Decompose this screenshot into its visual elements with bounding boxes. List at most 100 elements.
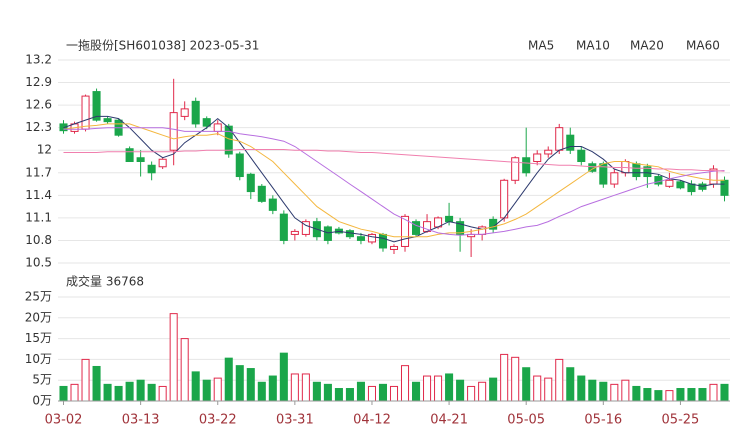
volume-bar xyxy=(676,388,685,402)
volume-bar xyxy=(400,365,410,402)
volume-bar xyxy=(566,367,575,402)
candle-body xyxy=(511,157,520,181)
candle-body xyxy=(654,176,663,185)
candle-body xyxy=(235,153,244,178)
y-tick-label: 10.5 xyxy=(25,256,52,270)
volume-bar xyxy=(621,379,630,402)
volume-bar xyxy=(224,357,233,402)
volume-bar xyxy=(301,373,310,402)
volume-bar xyxy=(588,379,597,402)
volume-bar xyxy=(687,388,696,402)
candle-body xyxy=(356,236,365,241)
volume-bar xyxy=(323,383,332,402)
x-tick-label: 03-02 xyxy=(45,413,83,428)
volume-bar xyxy=(136,379,145,402)
candle-body xyxy=(555,127,564,151)
y-tick-label: 15万 xyxy=(25,331,52,345)
candle-body xyxy=(643,166,652,178)
y-tick-label: 11.1 xyxy=(25,210,52,224)
volume-bar xyxy=(412,381,421,402)
candle-body xyxy=(445,215,454,223)
y-tick-label: 12.9 xyxy=(25,75,52,89)
candle-body xyxy=(478,226,487,235)
y-tick-label: 10万 xyxy=(25,352,52,366)
volume-bar xyxy=(632,385,641,402)
candle-body xyxy=(246,173,255,193)
volume-bar xyxy=(125,381,134,402)
candle-body xyxy=(158,158,167,168)
y-tick-label: 5万 xyxy=(32,373,52,387)
x-tick-label: 03-31 xyxy=(276,413,314,428)
volume-bar xyxy=(345,388,354,402)
volume-bar xyxy=(114,385,123,402)
candle-body xyxy=(720,179,729,196)
volume-bar xyxy=(456,379,465,402)
volume-bar xyxy=(59,385,68,402)
volume-bar xyxy=(378,383,388,402)
candle-body xyxy=(290,230,299,235)
candle-body xyxy=(103,118,112,123)
volume-bar xyxy=(389,385,399,402)
candle-body xyxy=(136,157,145,162)
legend-entry: MA20 xyxy=(630,39,664,53)
candle-body xyxy=(169,112,178,151)
candle-body xyxy=(378,233,388,249)
volume-bar xyxy=(577,375,586,402)
volume-bar xyxy=(334,388,343,402)
candle-body xyxy=(125,148,134,163)
candle-body xyxy=(367,233,376,243)
ma-line xyxy=(63,123,725,238)
volume-bar xyxy=(290,373,299,402)
y-tick-label: 10.8 xyxy=(25,233,52,247)
volume-bar xyxy=(643,388,652,402)
volume-bar xyxy=(246,368,255,402)
candle-body xyxy=(279,213,288,241)
y-tick-label: 13.2 xyxy=(25,53,52,67)
candle-body xyxy=(323,226,332,241)
volume-bar xyxy=(191,371,200,402)
candle-body xyxy=(191,100,200,125)
volume-bar xyxy=(268,375,277,402)
volume-bar xyxy=(445,373,454,402)
candle-body xyxy=(500,179,509,219)
candle-body xyxy=(533,153,542,162)
candle-body xyxy=(147,164,156,174)
candle-body xyxy=(610,172,619,185)
candle-body xyxy=(202,118,211,127)
candle-body xyxy=(180,108,189,117)
candle-body xyxy=(566,134,575,151)
volume-bar xyxy=(654,390,663,402)
volume-bar xyxy=(720,383,729,402)
y-tick-label: 11.7 xyxy=(25,165,52,179)
x-tick-label: 04-21 xyxy=(430,413,468,428)
candle-body xyxy=(544,149,553,155)
volume-bar xyxy=(610,383,619,402)
volume-bar xyxy=(500,353,509,402)
volume-bar xyxy=(555,358,564,402)
candle-body xyxy=(301,221,310,235)
legend-entry: MA10 xyxy=(576,39,610,53)
y-tick-label: 12.3 xyxy=(25,120,52,134)
y-tick-label: 11.4 xyxy=(25,188,52,202)
volume-bar xyxy=(103,383,112,402)
legend-entry: MA60 xyxy=(686,39,720,53)
candle-body xyxy=(412,221,421,235)
x-tick-label: 05-25 xyxy=(662,413,700,428)
chart-title: 一拖股份[SH601038] 2023-05-31 xyxy=(66,39,259,53)
volume-bar xyxy=(158,385,167,402)
x-tick-label: 04-12 xyxy=(353,413,391,428)
volume-title: 成交量 36768 xyxy=(66,274,144,289)
volume-bar xyxy=(544,377,553,402)
candle-body xyxy=(687,183,696,193)
candle-body xyxy=(400,215,410,247)
x-tick-label: 05-16 xyxy=(584,413,622,428)
volume-bar xyxy=(213,377,222,402)
volume-bar xyxy=(511,356,520,402)
volume-bar xyxy=(489,377,498,402)
volume-bar xyxy=(202,379,211,402)
volume-bar xyxy=(522,367,531,402)
candle-body xyxy=(92,91,101,121)
x-tick-label: 05-05 xyxy=(507,413,545,428)
volume-bar xyxy=(434,375,443,402)
